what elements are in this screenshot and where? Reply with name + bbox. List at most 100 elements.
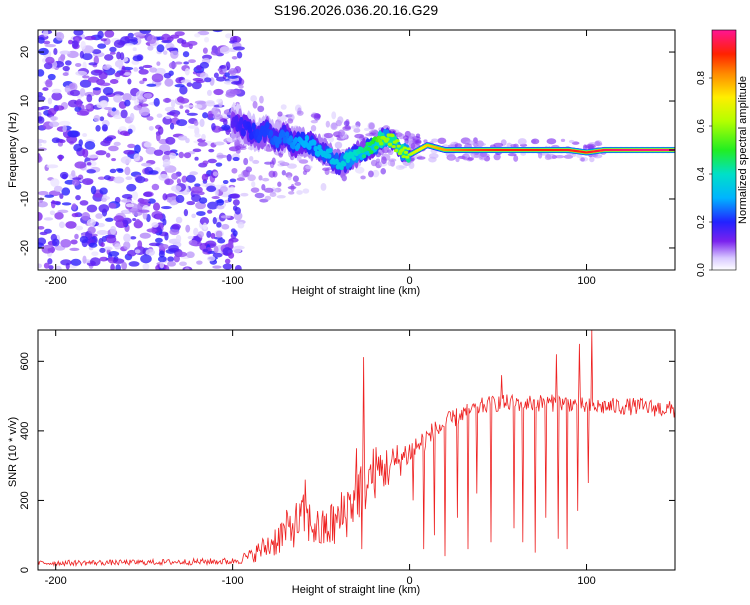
spectrogram-noise-cell bbox=[403, 135, 409, 141]
spectrogram-noise-cell bbox=[43, 30, 49, 37]
spectrogram-noise-cell bbox=[186, 112, 198, 116]
spectrogram-noise-cell bbox=[124, 99, 131, 107]
spectrogram-noise-cell bbox=[170, 99, 176, 108]
spectrogram-noise-cell bbox=[410, 143, 416, 150]
spectrogram-noise-cell bbox=[60, 259, 72, 266]
spectrogram-noise-cell bbox=[99, 82, 111, 87]
spectrogram-noise-cell bbox=[165, 136, 176, 145]
spectrogram-noise-cell bbox=[109, 51, 116, 55]
spectrogram-noise-cell bbox=[145, 146, 157, 155]
spectrogram-noise-cell bbox=[43, 40, 51, 45]
spectrogram-noise-cell bbox=[71, 203, 77, 211]
spectrogram-noise-cell bbox=[184, 68, 190, 76]
spectrogram-noise-cell bbox=[205, 101, 216, 107]
spectrogram-noise-cell bbox=[199, 61, 210, 69]
spectrogram-noise-cell bbox=[113, 94, 123, 103]
snr-y-tick-label: 600 bbox=[19, 352, 31, 370]
spectrogram-ridge-cell bbox=[406, 157, 411, 163]
spectrogram-ridge-layer bbox=[230, 101, 675, 178]
spectrogram-ridge-cell bbox=[312, 139, 317, 146]
spectrogram-noise-cell bbox=[46, 164, 59, 169]
spectrogram-x-axis-label: Height of straight line (km) bbox=[292, 285, 420, 297]
spectrogram-ridge-cell bbox=[391, 145, 396, 149]
spectrogram-noise-cell bbox=[182, 51, 190, 58]
spectrogram-noise-cell bbox=[108, 251, 120, 257]
spectrogram-noise-cell bbox=[252, 100, 258, 109]
spectrogram-noise-cell bbox=[174, 61, 183, 65]
spectrogram-noise-cell bbox=[52, 238, 60, 247]
spectrogram-noise-cell bbox=[38, 138, 44, 144]
spectrogram-noise-cell bbox=[237, 221, 245, 229]
spectrogram-noise-cell bbox=[184, 104, 195, 108]
spectrogram-noise-cell bbox=[130, 96, 137, 101]
spectrogram-noise-cell bbox=[199, 118, 205, 128]
spectrogram-ridge-cell bbox=[374, 145, 379, 150]
spectrogram-noise-cell bbox=[191, 81, 202, 90]
spectrogram-noise-cell bbox=[82, 75, 90, 79]
spectrogram-ridge-cell bbox=[262, 130, 268, 138]
spectrogram-noise-cell bbox=[71, 170, 76, 177]
spectrogram-noise-cell bbox=[170, 201, 177, 206]
spectrogram-noise-cell bbox=[129, 112, 135, 122]
spectrogram-noise-cell bbox=[228, 68, 237, 76]
spectrogram-noise-cell bbox=[202, 222, 208, 230]
spectrogram-noise-cell bbox=[183, 152, 192, 159]
spectrogram-noise-cell bbox=[82, 52, 93, 61]
spectrogram-noise-cell bbox=[188, 239, 198, 246]
spectrogram-noise-cell bbox=[180, 79, 192, 84]
spectrogram-noise-cell bbox=[96, 229, 109, 235]
spectrogram-noise-cell bbox=[100, 242, 105, 248]
spectrogram-noise-cell bbox=[236, 51, 243, 59]
spectrogram-noise-cell bbox=[132, 55, 143, 62]
spectrogram-noise-cell bbox=[212, 252, 223, 258]
spectrogram-noise-cell bbox=[55, 265, 62, 270]
spectrogram-noise-cell bbox=[109, 79, 119, 84]
spectrogram-noise-cell bbox=[58, 139, 66, 144]
spectrogram-noise-cell bbox=[194, 100, 207, 105]
spectrogram-noise-cell bbox=[288, 191, 295, 195]
spectrogram-noise-cell bbox=[229, 89, 242, 95]
spectrogram-noise-cell bbox=[211, 123, 216, 131]
spectrogram-noise-cell bbox=[122, 209, 130, 214]
spectrogram-noise-cell bbox=[350, 125, 360, 130]
spectrogram-noise-cell bbox=[206, 230, 212, 238]
spectrogram-noise-cell bbox=[437, 137, 447, 144]
spectrogram-noise-cell bbox=[102, 86, 114, 96]
spectrogram-noise-cell bbox=[320, 182, 327, 191]
spectrogram-noise-cell bbox=[202, 160, 209, 166]
colorbar-tick-label: 0.2 bbox=[696, 215, 707, 229]
spectrogram-noise-cell bbox=[41, 245, 53, 249]
spectrogram-noise-cell bbox=[148, 170, 159, 175]
spectrogram-noise-cell bbox=[197, 30, 210, 36]
spectrogram-noise-cell bbox=[160, 205, 172, 210]
spectrogram-noise-cell bbox=[213, 72, 219, 79]
spectrogram-noise-cell bbox=[170, 50, 179, 59]
spectrogram-noise-cell bbox=[156, 132, 161, 142]
spectrogram-noise-cell bbox=[162, 98, 172, 103]
spectrogram-noise-cell bbox=[91, 251, 99, 257]
spectrogram-noise-cell bbox=[222, 179, 229, 185]
spectrogram-noise-cell bbox=[211, 195, 220, 200]
spectrogram-noise-cell bbox=[88, 242, 98, 248]
spectrogram-noise-cell bbox=[531, 138, 540, 145]
spectrogram-noise-cell bbox=[128, 261, 140, 267]
spectrogram-noise-cell bbox=[138, 66, 144, 70]
spectrogram-noise-cell bbox=[62, 65, 70, 72]
spectrogram-x-tick-label: 100 bbox=[577, 275, 595, 287]
spectrogram-noise-cell bbox=[212, 171, 219, 177]
spectrogram-noise-cell bbox=[166, 111, 176, 116]
spectrogram-noise-cell bbox=[169, 228, 180, 236]
spectrogram-noise-cell bbox=[165, 115, 171, 119]
spectrogram-noise-cell bbox=[167, 261, 177, 267]
spectrogram-noise-cell bbox=[273, 188, 278, 193]
spectrogram-noise-cell bbox=[104, 54, 114, 61]
spectrogram-noise-cell bbox=[162, 158, 171, 167]
spectrogram-noise-cell bbox=[110, 225, 117, 235]
spectrogram-ridge-cell bbox=[288, 135, 294, 142]
spectrogram-ridge-cell bbox=[334, 158, 339, 164]
spectrogram-noise-cell bbox=[407, 133, 416, 139]
spectrogram-noise-cell bbox=[229, 193, 241, 199]
spectrogram-noise-cell bbox=[39, 231, 48, 236]
spectrogram-noise-cell bbox=[207, 209, 213, 214]
spectrogram-noise-cell bbox=[185, 137, 190, 144]
